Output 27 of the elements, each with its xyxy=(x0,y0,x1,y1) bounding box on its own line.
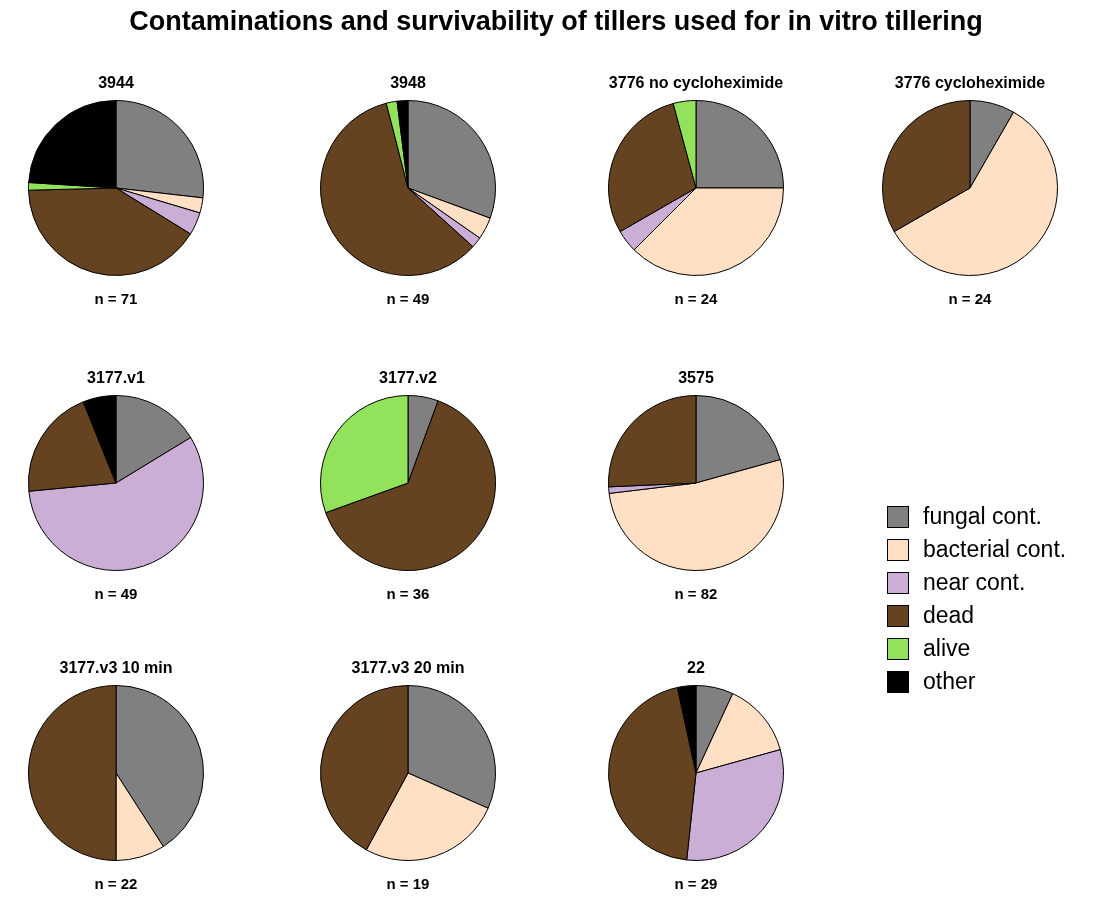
chart-title: 22 xyxy=(686,659,706,677)
chart-title: 3776 no cycloheximide xyxy=(607,74,785,92)
text: n = 24 xyxy=(947,290,993,307)
legend-label: near cont. xyxy=(923,569,1026,596)
chart-title: 3177.v2 xyxy=(378,369,438,387)
legend-label: fungal cont. xyxy=(923,503,1042,530)
chart-title: 3177.v3 10 min xyxy=(58,659,174,677)
legend-label: other xyxy=(923,668,976,695)
text: n = 49 xyxy=(385,290,431,307)
legend-label: dead xyxy=(923,602,975,629)
text: n = 29 xyxy=(673,875,719,892)
chart-title: 3944 xyxy=(97,74,135,92)
chart-title: 3575 xyxy=(677,369,715,387)
chart-subtitle: Contaminations and survivability of tillers used for in vitro tillering xyxy=(128,6,984,37)
chart-title: 3177.v1 xyxy=(86,369,146,387)
text: n = 82 xyxy=(673,585,719,602)
text: n = 71 xyxy=(93,290,139,307)
text: n = 22 xyxy=(93,875,139,892)
legend-label: bacterial cont. xyxy=(923,536,1067,563)
text: n = 36 xyxy=(385,585,431,602)
text: n = 49 xyxy=(93,585,139,602)
legend-label: alive xyxy=(923,635,971,662)
chart-title: 3948 xyxy=(389,74,427,92)
chart-title: 3776 cycloheximide xyxy=(893,74,1047,92)
chart-title: 3177.v3 20 min xyxy=(350,659,466,677)
text: n = 24 xyxy=(673,290,719,307)
text: n = 19 xyxy=(385,875,431,892)
